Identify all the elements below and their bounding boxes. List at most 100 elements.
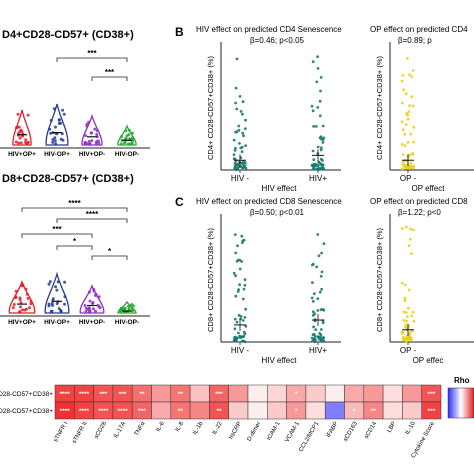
violin-point: [48, 280, 52, 284]
heatmap-column-label: D-dimer: [247, 421, 263, 442]
violin-point: [97, 142, 101, 145]
scatter-stat: β=0.50; p<0.01: [250, 208, 305, 217]
heatmap-column-label: sTNFR II: [71, 421, 88, 445]
scatter-tick-label: OP -: [400, 346, 417, 355]
violin-point: [130, 142, 134, 145]
scatter-point: [318, 290, 322, 294]
scatter-point: [241, 166, 244, 169]
violin-title: D8+CD28-CD57+ (CD38+): [2, 173, 134, 185]
scatter-point: [241, 112, 244, 116]
scatter-point: [310, 104, 314, 108]
scatter-point: [237, 331, 240, 335]
scatter-point: [237, 124, 241, 128]
scatter-point: [407, 337, 411, 341]
scatter-point: [402, 88, 406, 92]
scatter-title: HIV effect on predicted CD4 Senescence: [196, 25, 342, 34]
violin-point: [26, 141, 29, 145]
scatter-point: [321, 138, 325, 142]
violin-point: [59, 137, 63, 141]
violin-point: [91, 307, 95, 311]
violin-point: [63, 280, 67, 284]
scatter-point: [311, 149, 315, 153]
scatter-point: [311, 281, 314, 284]
scatter-point: [319, 335, 322, 339]
heatmap-annotation: ***: [99, 391, 107, 398]
violin-point: [95, 140, 99, 143]
scatter-point: [235, 163, 239, 166]
heatmap-annotation: ***: [428, 408, 436, 415]
scatter-y-label: CD4+ CD28-CD57+CD38+ (%): [375, 56, 384, 160]
scatter-point: [234, 101, 238, 105]
scatter-point: [321, 124, 325, 128]
violin-point: [84, 310, 88, 313]
violin-point: [55, 288, 59, 292]
scatter-point: [232, 271, 236, 275]
violin-point: [124, 129, 128, 133]
heatmap-annotation: **: [217, 408, 223, 415]
violin-point: [63, 302, 66, 306]
scatter-point: [407, 110, 411, 113]
scatter-point: [232, 153, 236, 157]
violin-point: [47, 282, 51, 286]
scatter-point: [239, 315, 243, 318]
scatter-point: [317, 160, 321, 164]
heatmap-cell: [324, 401, 345, 420]
scatter-point: [321, 163, 325, 167]
heatmap-annotation: ***: [138, 408, 146, 415]
scatter-point: [312, 165, 316, 169]
scatter-point: [407, 332, 411, 336]
significance-bracket: [21, 233, 93, 238]
scatter-point: [314, 125, 318, 128]
scatter-point: [317, 254, 321, 258]
scatter-point: [321, 141, 325, 144]
scatter-tick-label: HIV -: [231, 346, 250, 355]
scatter-point: [403, 144, 407, 148]
violin-point: [17, 141, 21, 145]
heatmap-cell: [228, 401, 249, 420]
violin-point: [88, 299, 92, 303]
violin-point: [25, 292, 29, 296]
heatmap-annotation: **: [371, 408, 377, 415]
violin-point: [90, 139, 94, 143]
scatter-point: [241, 241, 244, 245]
scatter-point: [244, 127, 247, 130]
scatter-point: [311, 310, 315, 314]
scatter-point: [410, 75, 414, 78]
violin-point: [21, 308, 24, 312]
heatmap-annotation: **: [178, 391, 184, 398]
violin-point: [14, 289, 18, 293]
violin-point: [93, 127, 97, 131]
scatter-point: [406, 117, 410, 121]
scatter-point: [244, 144, 248, 148]
heatmap-column-label: sCD163: [343, 420, 359, 442]
scatter-point: [313, 334, 317, 338]
significance-bracket: [91, 76, 128, 81]
scatter-point: [319, 89, 322, 93]
scatter-point: [316, 309, 320, 312]
heatmap-annotation: ***: [428, 391, 436, 398]
violin-shape: [45, 103, 69, 146]
scatter-point: [244, 161, 247, 165]
scatter-point: [400, 227, 404, 230]
violin-tick-label: HIV-OP-: [115, 151, 139, 158]
scatter-x-label: HIV effect: [262, 356, 298, 365]
scatter-title: OP effect on predicted CD8: [370, 197, 468, 206]
scatter-point: [402, 310, 406, 314]
scatter-point: [318, 332, 322, 335]
scatter-point: [400, 167, 404, 171]
violin-point: [83, 141, 87, 145]
legend-title: Rho: [454, 376, 470, 385]
violin-point: [131, 304, 135, 308]
scatter-point: [412, 140, 415, 144]
heatmap-annotation: ****: [117, 408, 128, 415]
scatter-point: [411, 311, 415, 314]
violin-point: [62, 112, 66, 116]
scatter-point: [316, 335, 320, 339]
scatter-point: [233, 149, 237, 152]
scatter-stat: β=0.46; p<0.05: [250, 36, 305, 45]
heatmap-row-label: D28-CD57+CD38+: [0, 391, 53, 398]
scatter-point: [408, 153, 412, 157]
violin-point: [18, 136, 22, 140]
scatter-point: [315, 265, 319, 269]
heatmap-column-label: IL-10: [405, 420, 417, 435]
